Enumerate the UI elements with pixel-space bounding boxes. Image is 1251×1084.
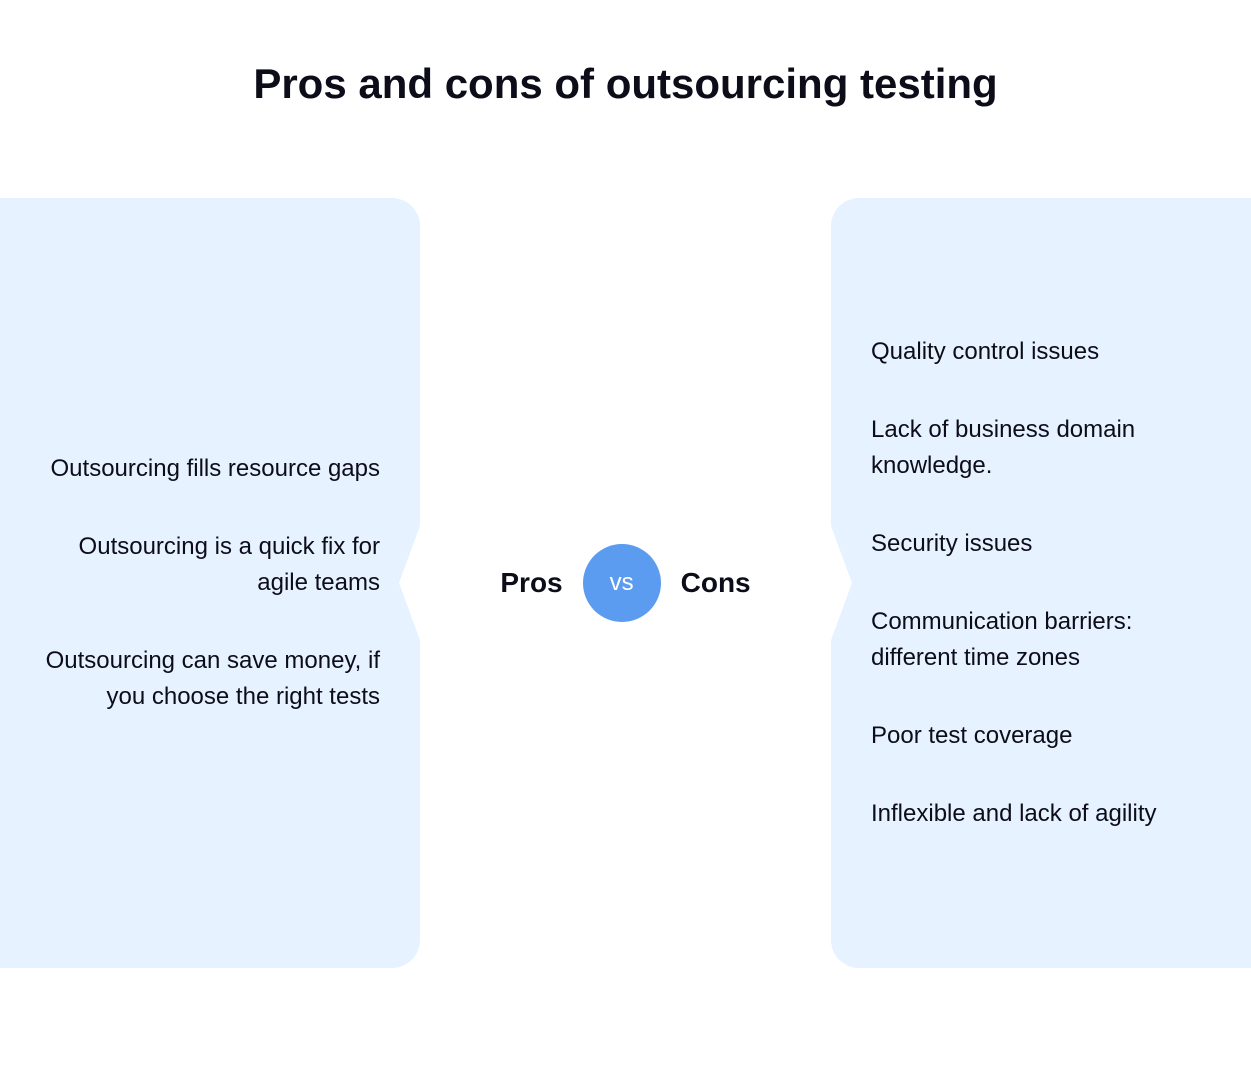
cons-item: Lack of business domain knowledge. — [871, 412, 1211, 484]
cons-item: Quality control issues — [871, 334, 1211, 370]
center-section: Pros vs Cons — [420, 198, 831, 968]
pros-item: Outsourcing can save money, if you choos… — [40, 643, 380, 715]
vs-badge: vs — [583, 544, 661, 622]
cons-label: Cons — [681, 567, 751, 599]
cons-item: Poor test coverage — [871, 718, 1211, 754]
cons-item: Communication barriers: different time z… — [871, 604, 1211, 676]
page-title: Pros and cons of outsourcing testing — [0, 0, 1251, 198]
cons-panel: Quality control issues Lack of business … — [831, 198, 1251, 968]
cons-item: Inflexible and lack of agility — [871, 796, 1211, 832]
comparison-container: Outsourcing fills resource gaps Outsourc… — [0, 198, 1251, 968]
cons-item: Security issues — [871, 526, 1211, 562]
vs-text: vs — [610, 569, 634, 597]
pros-label: Pros — [500, 567, 562, 599]
pros-item: Outsourcing fills resource gaps — [40, 451, 380, 487]
pros-panel: Outsourcing fills resource gaps Outsourc… — [0, 198, 420, 968]
pros-item: Outsourcing is a quick fix for agile tea… — [40, 529, 380, 601]
